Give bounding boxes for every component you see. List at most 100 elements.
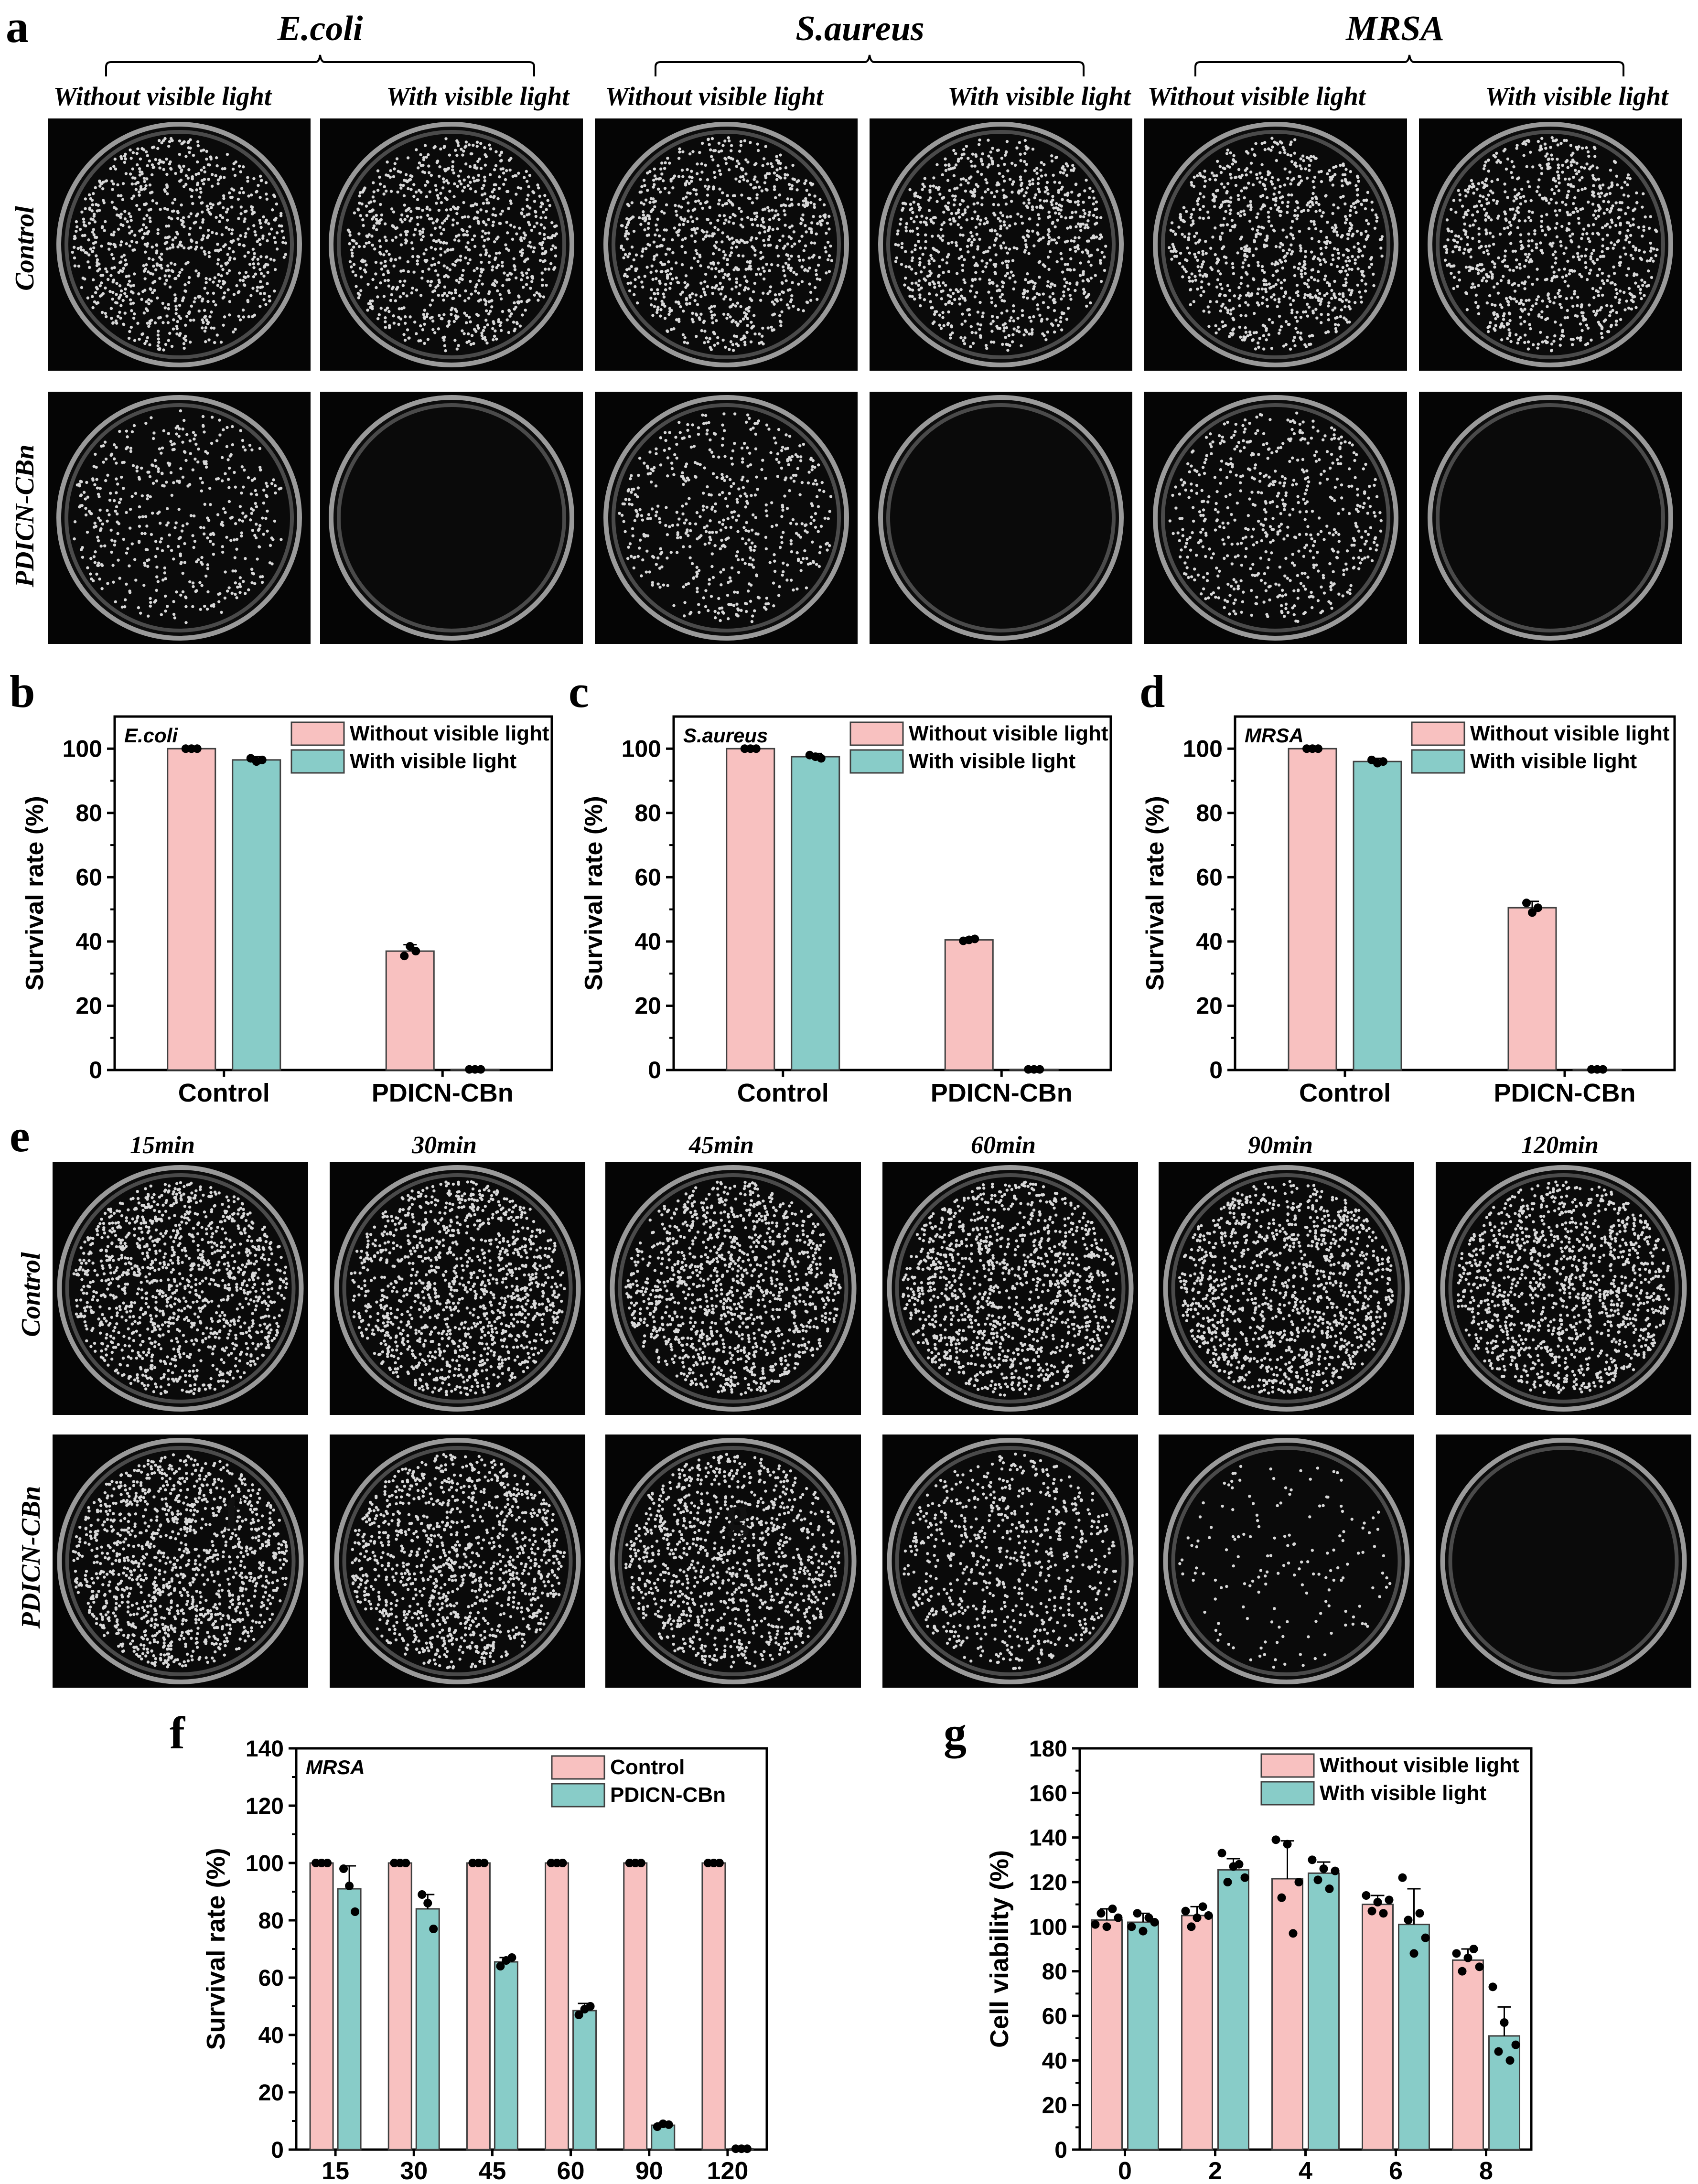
data-point bbox=[1277, 1893, 1286, 1902]
petri-dish-image bbox=[1144, 392, 1407, 644]
y-tick-label: 120 bbox=[246, 1794, 284, 1819]
petri-dish-image bbox=[320, 392, 583, 644]
bar bbox=[232, 759, 281, 1071]
time-label: 30min bbox=[412, 1132, 477, 1159]
data-point bbox=[1114, 1913, 1123, 1922]
data-point bbox=[323, 1859, 332, 1867]
condition-label: Without visible light bbox=[1147, 82, 1366, 111]
data-point bbox=[1488, 1982, 1497, 1991]
panel-label-g: g bbox=[944, 1707, 967, 1758]
data-point bbox=[1313, 1875, 1322, 1884]
data-point bbox=[1223, 1878, 1232, 1886]
chart-annotation: MRSA bbox=[1245, 724, 1304, 747]
y-tick-label: 40 bbox=[1042, 2048, 1067, 2074]
data-point bbox=[742, 2144, 752, 2153]
organism-label-mrsa: MRSA bbox=[1346, 9, 1444, 48]
time-label: 15min bbox=[130, 1132, 195, 1159]
legend-label: Without visible light bbox=[350, 722, 549, 745]
y-tick-label: 0 bbox=[648, 1057, 661, 1083]
data-point bbox=[1500, 2018, 1509, 2027]
y-tick-label: 40 bbox=[1196, 928, 1223, 955]
data-point bbox=[1150, 1918, 1159, 1927]
data-point bbox=[715, 1859, 724, 1867]
petri-dish-image bbox=[605, 1435, 861, 1688]
bar bbox=[1308, 1872, 1340, 2151]
chart-b: 0 20 40 60 80 100 Survival rate (%) Control PDIC… bbox=[21, 715, 553, 1107]
time-label: 45min bbox=[689, 1132, 754, 1159]
data-point bbox=[1181, 1906, 1190, 1916]
y-tick-label: 20 bbox=[1042, 2093, 1067, 2119]
data-point bbox=[1035, 1065, 1044, 1074]
data-point bbox=[1102, 1922, 1111, 1931]
data-point bbox=[406, 942, 415, 951]
overlay-letter-g: g bbox=[726, 1488, 749, 1539]
x-tick-label: PDICN-CBn bbox=[372, 1079, 514, 1107]
data-point bbox=[1331, 1866, 1340, 1875]
data-point bbox=[1469, 1945, 1478, 1953]
petri-dish-image bbox=[1436, 1435, 1691, 1688]
data-point bbox=[1217, 1849, 1226, 1858]
legend-swatch bbox=[290, 721, 345, 746]
data-point bbox=[1133, 1909, 1142, 1918]
legend-swatch bbox=[1260, 1781, 1315, 1806]
x-tick-label: 30 bbox=[400, 2157, 428, 2184]
y-tick-label: 60 bbox=[258, 1966, 284, 1991]
data-point bbox=[1319, 1864, 1328, 1873]
data-point bbox=[752, 744, 761, 753]
data-point bbox=[1193, 1913, 1202, 1922]
condition-label: Without visible light bbox=[53, 82, 272, 111]
bar bbox=[1362, 1904, 1394, 2151]
data-point bbox=[586, 2002, 595, 2011]
row-label-control: Control bbox=[10, 206, 40, 291]
data-point bbox=[339, 1864, 348, 1873]
bar bbox=[1127, 1921, 1159, 2151]
petri-dish-image bbox=[330, 1162, 585, 1415]
y-tick-label: 100 bbox=[622, 735, 661, 762]
chart-f: 0 20 40 60 80 100 120 140 Survival rate (%) 15 30 4… bbox=[202, 1736, 768, 2184]
panel-label-d: d bbox=[1139, 666, 1165, 717]
data-point bbox=[1452, 1949, 1461, 1958]
chart-annotation: E.coli bbox=[124, 724, 178, 747]
bar bbox=[1181, 1915, 1213, 2151]
data-point bbox=[1379, 1909, 1388, 1918]
bar bbox=[1288, 748, 1337, 1071]
data-point bbox=[193, 744, 202, 753]
data-point bbox=[1308, 1855, 1317, 1864]
bar bbox=[545, 1862, 570, 2151]
legend-label: Without visible light bbox=[1320, 1754, 1519, 1777]
data-point bbox=[1325, 1884, 1334, 1893]
data-point bbox=[1415, 1909, 1424, 1918]
y-tick-label: 0 bbox=[1054, 2138, 1067, 2163]
panel-label-b: b bbox=[10, 666, 35, 717]
data-point bbox=[1294, 1878, 1303, 1886]
condition-label: Without visible light bbox=[605, 82, 824, 111]
data-point bbox=[480, 1859, 489, 1867]
data-point bbox=[1522, 899, 1531, 908]
data-point bbox=[1458, 1967, 1467, 1976]
data-point bbox=[1599, 1065, 1607, 1074]
bar bbox=[726, 748, 775, 1071]
y-tick-label: 60 bbox=[1196, 864, 1223, 890]
legend-label: With visible light bbox=[1320, 1781, 1487, 1805]
petri-dish-image bbox=[870, 118, 1132, 371]
data-point bbox=[1283, 1840, 1292, 1849]
bar bbox=[1217, 1869, 1249, 2151]
x-axis-label: Concentration (μg/mL) bbox=[1167, 2182, 1444, 2184]
petri-dish-image bbox=[53, 1435, 308, 1688]
legend-swatch bbox=[1411, 721, 1465, 746]
bar bbox=[623, 1862, 648, 2151]
panel-label-e: e bbox=[10, 1110, 30, 1161]
petri-dish-image bbox=[1159, 1435, 1414, 1688]
bar bbox=[1271, 1878, 1303, 2151]
data-point bbox=[1271, 1835, 1280, 1844]
y-tick-label: 100 bbox=[63, 735, 102, 762]
data-point bbox=[1362, 1891, 1371, 1900]
petri-dish-image bbox=[53, 1162, 308, 1415]
x-tick-label: 6 bbox=[1389, 2157, 1403, 2184]
y-tick-label: 0 bbox=[89, 1057, 102, 1083]
petri-dish-image bbox=[320, 118, 583, 371]
x-tick-label: Control bbox=[178, 1079, 270, 1107]
bar bbox=[1353, 760, 1402, 1071]
panel-label-f: f bbox=[170, 1707, 185, 1758]
data-point bbox=[636, 1859, 645, 1867]
